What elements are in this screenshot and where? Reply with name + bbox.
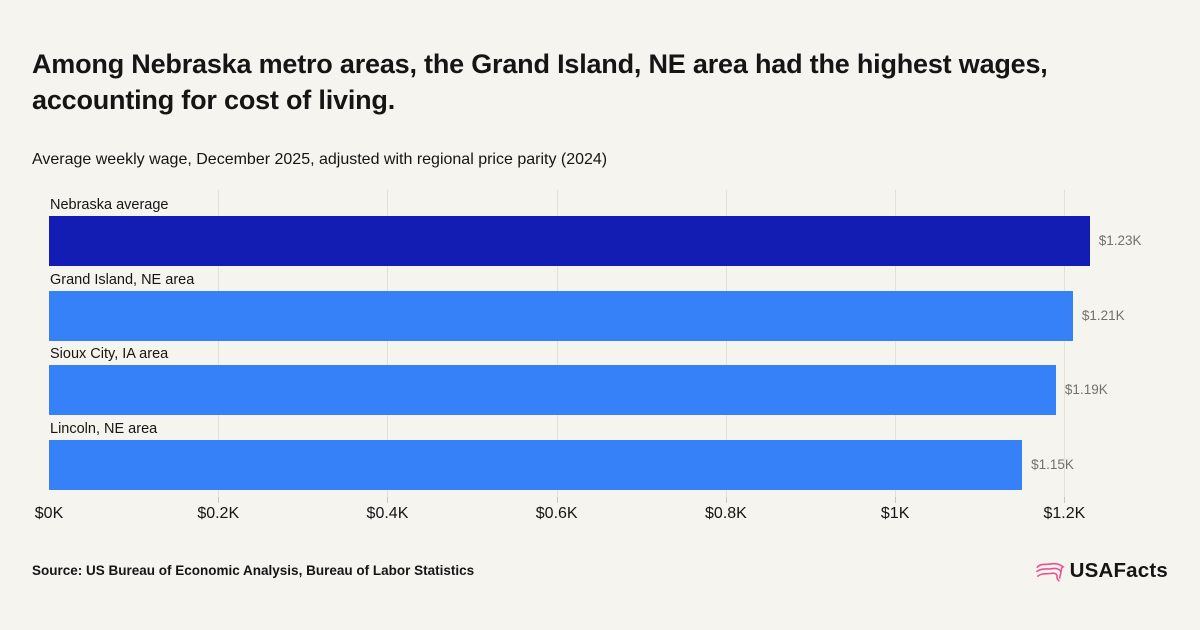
axis-tick-mark (556, 497, 558, 503)
x-axis-tick-label: $0.4K (366, 505, 409, 522)
x-axis-tick-label: $1K (880, 505, 910, 522)
bar (49, 440, 1023, 490)
source-attribution: Source: US Bureau of Economic Analysis, … (32, 563, 475, 578)
bar-category-label: Grand Island, NE area (50, 271, 195, 288)
gridline-$0.8K (725, 190, 727, 497)
gridline-$1.2K (1064, 190, 1066, 497)
bar-value-label: $1.15K (1031, 457, 1074, 472)
axis-tick-mark (218, 497, 220, 503)
axis-tick-mark (725, 497, 727, 503)
usa-map-icon (1035, 558, 1065, 584)
gridline-$0.6K (556, 190, 558, 497)
x-axis-tick-label: $1.2K (1043, 505, 1086, 522)
axis-tick-mark (895, 497, 897, 503)
bar-chart-plot-area: $0K $0.2K $0.4K $0.6K $0.8K $1K $1.2K Nebraska … (35, 190, 1149, 522)
axis-tick-mark (1064, 497, 1066, 503)
usafacts-logo: USAFacts (1035, 558, 1168, 584)
usafacts-logo-text: USAFacts (1069, 559, 1168, 582)
bar-value-label: $1.23K (1098, 233, 1142, 248)
bar (49, 365, 1056, 416)
gridline-$0.2K (218, 190, 220, 497)
bar-category-label: Nebraska average (50, 197, 169, 213)
x-axis-tick-label: $0K (34, 505, 64, 522)
x-axis-tick-label: $0.2K (197, 505, 240, 522)
bar (49, 290, 1073, 341)
chart-title: Among Nebraska metro areas, the Grand Is… (32, 49, 1048, 115)
gridline-$1K (895, 190, 897, 497)
chart-subtitle: Average weekly wage, December 2025, adju… (32, 151, 608, 168)
bar-value-label: $1.19K (1064, 382, 1108, 398)
bar-category-label: Lincoln, NE area (50, 421, 158, 437)
bar-value-label: $1.21K (1081, 307, 1125, 323)
x-axis-tick-label: $0.8K (705, 505, 747, 522)
bar (49, 216, 1090, 266)
gridline-$0.4K (387, 190, 389, 497)
x-axis-tick-label: $0.6K (535, 505, 578, 522)
axis-tick-mark (387, 497, 389, 503)
bar-category-label: Sioux City, IA area (50, 346, 169, 363)
